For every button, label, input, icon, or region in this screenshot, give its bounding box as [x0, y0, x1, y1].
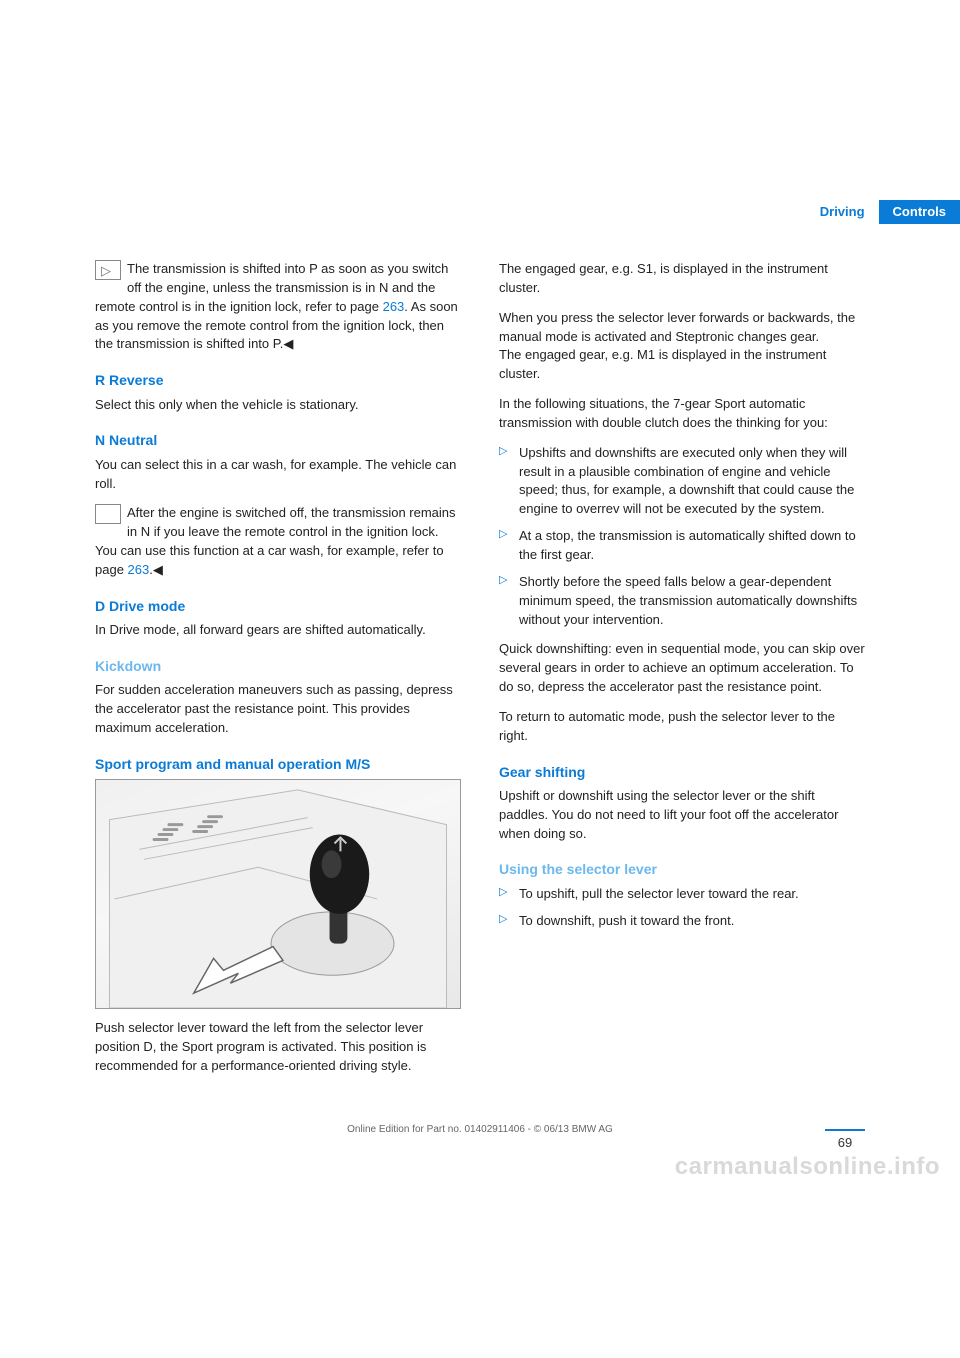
list-item: To downshift, push it toward the front.: [499, 912, 865, 931]
list-item: Upshifts and downshifts are executed onl…: [499, 444, 865, 519]
header-chapter: Controls: [879, 200, 960, 224]
list-item: To upshift, pull the selector lever towa…: [499, 885, 865, 904]
figure-selector-lever: [95, 779, 461, 1009]
note-icon: [95, 504, 121, 524]
body-text: You can select this in a car wash, for e…: [95, 456, 461, 494]
body-text: To return to automatic mode, push the se…: [499, 708, 865, 746]
body-text: When you press the selector lever forwar…: [499, 309, 865, 384]
list-item: At a stop, the transmission is automatic…: [499, 527, 865, 565]
body-text: Select this only when the vehicle is sta…: [95, 396, 461, 415]
body-text: Quick downshifting: even in sequential m…: [499, 640, 865, 697]
heading-reverse: R Reverse: [95, 370, 461, 390]
heading-drive: D Drive mode: [95, 596, 461, 616]
footer-text: Online Edition for Part no. 01402911406 …: [95, 1123, 865, 1138]
page-link-263[interactable]: 263: [383, 299, 405, 314]
body-text: .◀: [149, 562, 163, 577]
heading-neutral: N Neutral: [95, 430, 461, 450]
body-text: In the following situations, the 7-gear …: [499, 395, 865, 433]
heading-selector-lever: Using the selector lever: [499, 859, 865, 879]
note-neutral: After the engine is switched off, the tr…: [95, 504, 461, 579]
body-text: The engaged gear, e.g. S1, is displayed …: [499, 260, 865, 298]
header-section: Driving: [806, 200, 879, 224]
note-transmission-p: The transmission is shifted into P as so…: [95, 260, 461, 354]
body-text: In Drive mode, all forward gears are shi…: [95, 621, 461, 640]
watermark: carmanualsonline.info: [675, 1150, 940, 1185]
bullet-list-lever: To upshift, pull the selector lever towa…: [499, 885, 865, 931]
header-breadcrumb: Driving Controls: [806, 200, 960, 224]
selector-lever-illustration: [96, 780, 460, 1008]
list-item: Shortly before the speed falls below a g…: [499, 573, 865, 630]
heading-kickdown: Kickdown: [95, 656, 461, 676]
heading-sport: Sport program and manual operation M/S: [95, 754, 461, 774]
bullet-list-situations: Upshifts and downshifts are executed onl…: [499, 444, 865, 630]
body-text: For sudden acceleration maneuvers such a…: [95, 681, 461, 738]
body-text: Push selector lever toward the left from…: [95, 1019, 461, 1076]
heading-gear-shifting: Gear shifting: [499, 762, 865, 782]
page-link-263[interactable]: 263: [128, 562, 150, 577]
body-text: Upshift or downshift using the selector …: [499, 787, 865, 844]
